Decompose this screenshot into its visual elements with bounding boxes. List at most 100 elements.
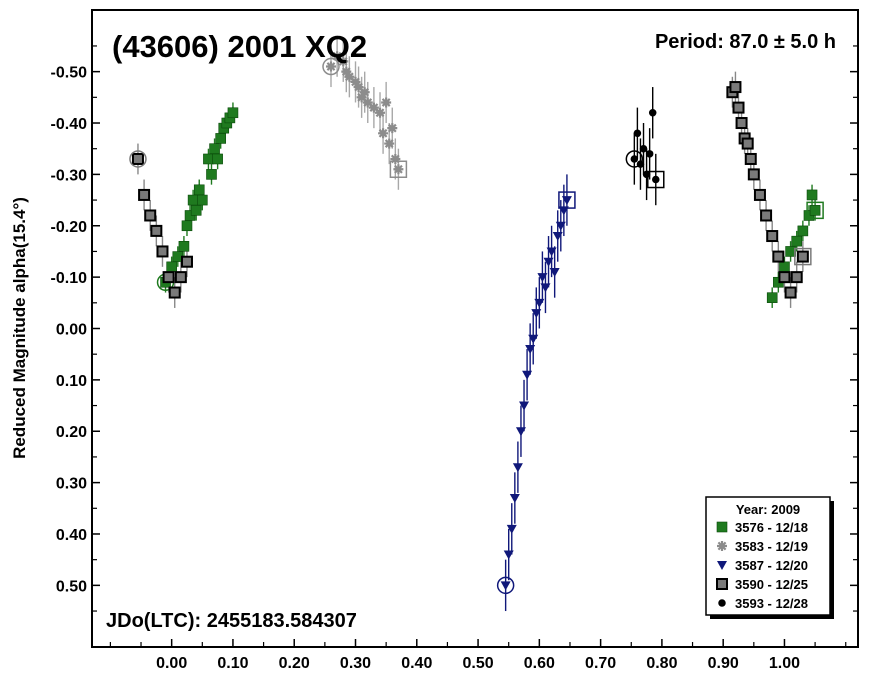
data-point (138, 188, 151, 201)
data-point (790, 271, 803, 284)
data-point (633, 129, 642, 138)
data-point (509, 494, 520, 504)
data-point (506, 524, 517, 534)
data-point (639, 144, 648, 153)
data-point (537, 273, 548, 283)
x-tick-label: 0.80 (646, 655, 677, 672)
data-point (212, 153, 223, 165)
data-point (350, 76, 361, 87)
data-point (203, 153, 214, 165)
data-point (215, 133, 226, 144)
x-tick-label: 0.30 (340, 655, 371, 672)
session-end-marker (647, 170, 665, 189)
data-point (760, 209, 773, 222)
data-point (741, 137, 754, 150)
data-point (178, 241, 190, 252)
legend-marker (716, 578, 728, 590)
data-point (648, 108, 657, 117)
data-point (785, 246, 796, 257)
data-point (209, 143, 220, 155)
data-point (144, 209, 157, 222)
series-1-points (322, 51, 408, 178)
session-end-marker (389, 160, 408, 178)
y-tick-label: 0.20 (56, 424, 87, 441)
legend-marker (716, 521, 728, 533)
data-point (809, 205, 821, 216)
x-tick-label: 0.10 (217, 655, 248, 672)
data-point (174, 271, 187, 284)
data-point (732, 101, 745, 114)
y-tick-label: -0.50 (51, 65, 88, 82)
data-point (193, 184, 205, 196)
data-points-layer (129, 51, 824, 595)
data-point (353, 82, 364, 93)
data-point (359, 87, 370, 98)
x-tick-label: 0.60 (524, 655, 555, 672)
period-label: Period: 87.0 ± 5.0 h (655, 31, 836, 53)
data-point (341, 66, 352, 77)
data-point (543, 257, 554, 267)
data-point (162, 271, 175, 284)
data-point (753, 188, 766, 201)
legend-label: 3576 - 12/18 (735, 520, 808, 535)
data-point (772, 250, 785, 263)
data-point (338, 56, 349, 67)
data-point (362, 97, 373, 108)
data-point (131, 152, 144, 165)
data-point (381, 97, 392, 108)
x-tick-label: 0.90 (708, 655, 739, 672)
data-point (375, 107, 386, 118)
x-tick-label: 0.40 (401, 655, 432, 672)
session-start-marker (625, 150, 644, 168)
data-point (393, 164, 404, 175)
jd-label: JDo(LTC): 2455183.584307 (106, 610, 357, 632)
y-tick-label: -0.20 (51, 219, 88, 236)
data-point (806, 189, 818, 201)
chart-title: (43606) 2001 XQ2 (112, 29, 367, 64)
data-point (555, 221, 566, 231)
data-point (561, 196, 572, 206)
data-point (378, 128, 389, 139)
series-3-points (129, 81, 812, 299)
data-point (729, 81, 742, 94)
data-point (747, 168, 760, 181)
data-point (384, 138, 395, 149)
session-end-marker (794, 247, 812, 266)
legend-marker (717, 561, 727, 570)
y-tick-label: 0.40 (56, 527, 87, 544)
data-point (166, 261, 177, 273)
y-tick-label: 0.50 (56, 578, 87, 595)
data-point (344, 71, 355, 82)
series-4-points (625, 108, 665, 189)
data-point (779, 261, 790, 273)
data-point (180, 255, 193, 268)
legend-label: 3583 - 12/19 (735, 539, 808, 554)
axes-layer: 0.00 0.10 0.20 0.30 0.40 0.50 0.60 0.70 0.80 0.90… (51, 45, 858, 672)
legend-marker (718, 599, 726, 607)
data-point (645, 150, 654, 158)
data-point (540, 283, 551, 293)
x-tick-label: 0.00 (156, 655, 187, 672)
data-point (652, 175, 660, 184)
legend-items: 3576 - 12/18 3583 - 12/19 3587 - 12/20 3590… (716, 520, 808, 611)
data-point (500, 581, 511, 591)
data-point (552, 232, 563, 242)
session-end-marker (806, 201, 824, 220)
data-point (387, 123, 398, 134)
session-start-marker (496, 576, 515, 595)
data-point (549, 267, 560, 277)
session-start-marker (322, 57, 340, 76)
x-tick-label: 1.00 (769, 655, 800, 672)
data-point (156, 245, 169, 258)
data-point (356, 92, 367, 103)
y-tick-label: 0.10 (56, 373, 87, 390)
session-end-marker (558, 191, 576, 209)
data-point (368, 102, 379, 113)
data-point (744, 152, 757, 165)
legend-label: 3590 - 12/25 (735, 577, 808, 592)
data-point (528, 334, 539, 344)
data-point (206, 169, 217, 180)
series-2-points (496, 191, 576, 595)
data-point (325, 61, 336, 72)
legend-label: 3587 - 12/20 (735, 558, 808, 573)
